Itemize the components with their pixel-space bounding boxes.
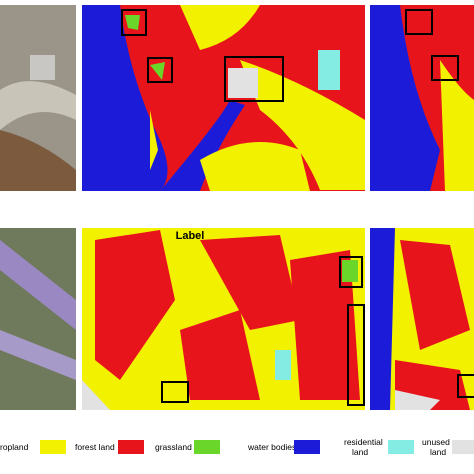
- annotation-box: [147, 57, 173, 83]
- annotation-box: [457, 374, 474, 398]
- legend-swatch: [388, 440, 414, 454]
- annotation-box: [224, 56, 284, 102]
- cropland: [200, 142, 310, 191]
- grassland: [150, 62, 165, 80]
- legend-label: ropland: [0, 442, 29, 452]
- annotation-box: [339, 256, 363, 288]
- unused: [228, 68, 258, 98]
- forest: [180, 310, 260, 400]
- water: [370, 228, 395, 410]
- water: [370, 5, 440, 191]
- unused: [395, 390, 440, 410]
- water: [82, 5, 168, 191]
- legend-swatch: [294, 440, 320, 454]
- annotation-box: [121, 9, 147, 36]
- legend-swatch: [118, 440, 144, 454]
- water: [160, 100, 245, 191]
- annotation-box: [405, 9, 433, 35]
- image-detail: [30, 55, 55, 80]
- cropland: [240, 60, 365, 190]
- cropland: [180, 5, 260, 50]
- forest: [95, 230, 175, 380]
- unused: [82, 380, 110, 410]
- grassland: [125, 15, 140, 30]
- legend: ropland forest land grassland water bodies r…: [0, 437, 474, 457]
- legend-label: residential land: [344, 437, 385, 457]
- annotation-box: [347, 304, 365, 406]
- forest: [400, 240, 470, 350]
- bottom-row: [0, 228, 474, 410]
- cropland: [440, 60, 474, 191]
- top-row: [0, 5, 474, 191]
- legend-label: grassland: [155, 442, 192, 452]
- annotation-box: [161, 381, 189, 403]
- legend-label: unused land: [422, 437, 452, 457]
- annotation-box: [431, 55, 459, 81]
- legend-swatch: [194, 440, 220, 454]
- legend-swatch: [452, 440, 474, 454]
- forest: [200, 235, 300, 330]
- cropland: [150, 110, 158, 170]
- image-detail: [0, 240, 76, 330]
- legend-swatch: [40, 440, 66, 454]
- image-detail: [0, 130, 76, 191]
- grassland: [342, 260, 358, 282]
- legend-label: water bodies: [247, 442, 296, 452]
- legend-label: forest land: [75, 442, 115, 452]
- residential: [275, 350, 291, 380]
- image-detail: [0, 81, 76, 130]
- residential: [318, 50, 340, 90]
- legend-title: Label: [176, 230, 205, 242]
- image-detail: [0, 330, 76, 380]
